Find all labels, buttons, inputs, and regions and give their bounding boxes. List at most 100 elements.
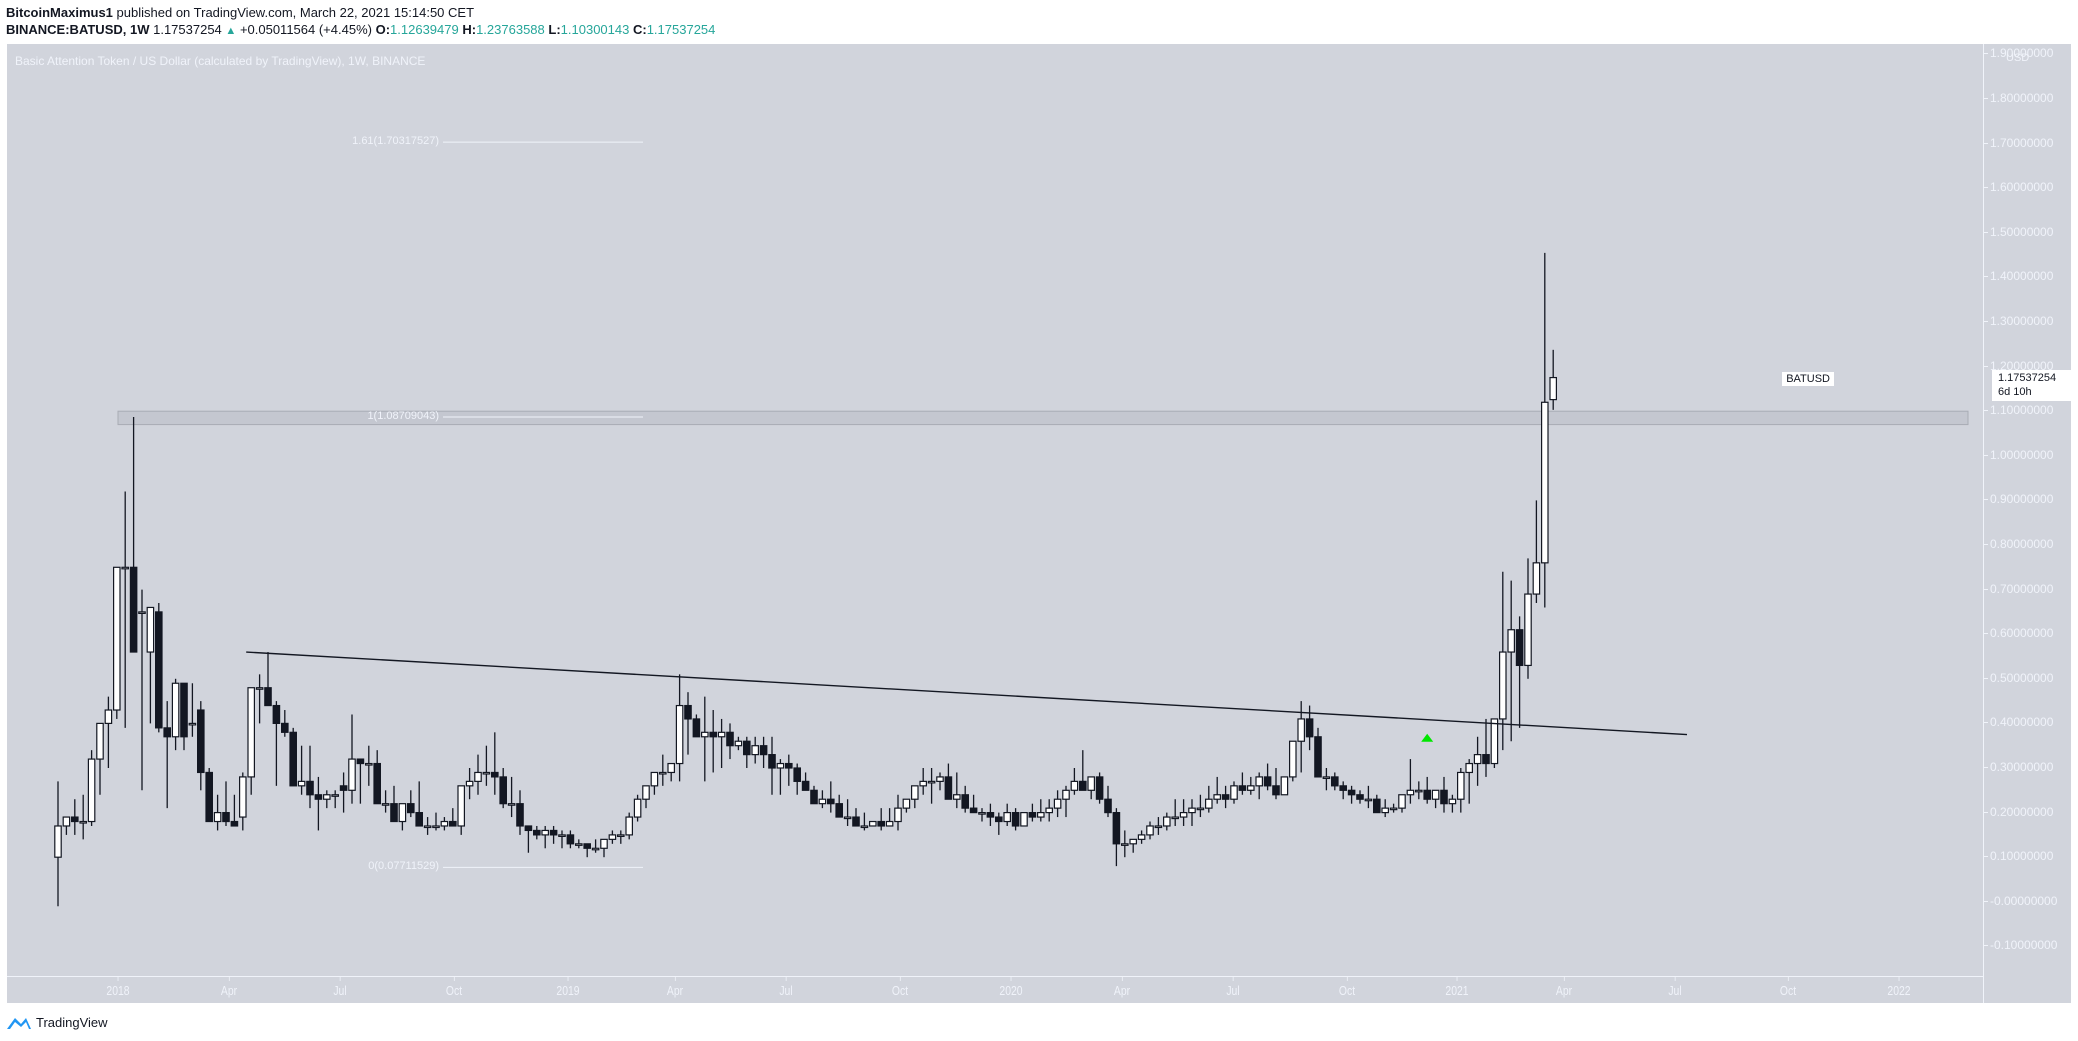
candle-down (272, 704, 281, 724)
candle-down (826, 798, 835, 805)
candle-up (1162, 816, 1171, 827)
candle-up (432, 825, 440, 829)
candle-down (1221, 794, 1230, 800)
candle-down (549, 829, 558, 836)
author-name[interactable]: BitcoinMaximus1 (6, 5, 113, 20)
change-value: +0.05011564 (+4.45%) (239, 22, 372, 37)
candle-down (222, 811, 230, 823)
bar-countdown: 6d 10h (1998, 385, 2032, 398)
time-tick: Oct (445, 977, 463, 998)
candle-up (507, 803, 516, 806)
candle-down (726, 731, 734, 747)
candle-up (1036, 811, 1045, 818)
candle-up (600, 838, 608, 849)
candle-up (297, 780, 306, 787)
candle-up (1297, 718, 1306, 742)
candle-down (1356, 794, 1364, 800)
candle-up (776, 762, 785, 769)
candle-down (1305, 718, 1314, 738)
candle-up (936, 776, 944, 782)
price-tick: 0.70000000 (1983, 581, 2054, 596)
candle-up (87, 758, 96, 823)
candle-down (1095, 776, 1104, 800)
candle-up (1179, 811, 1188, 818)
candle-up (558, 834, 566, 838)
candle-up (642, 785, 650, 800)
candle-up (239, 776, 247, 818)
candle-down (163, 727, 172, 738)
resistance-zone (117, 410, 1969, 426)
fib-label: 0(0.07711529) (368, 860, 439, 873)
candle-down (129, 566, 138, 653)
last-price-symbol: BATUSD (1782, 371, 1834, 386)
candle-up (1549, 376, 1558, 401)
time-tick: Apr (220, 977, 238, 998)
time-tick: Apr (1113, 977, 1131, 998)
price-tick: 1.10000000 (1983, 403, 2054, 418)
time-tick: 2020 (999, 977, 1023, 998)
candlestick-chart[interactable] (7, 44, 1983, 976)
candle-up (952, 794, 961, 800)
price-tick: 0.10000000 (1983, 849, 2054, 864)
time-tick: 2019 (556, 977, 580, 998)
price-tick: 1.90000000 (1983, 46, 2054, 61)
candle-up (423, 825, 432, 829)
candle-down (1263, 776, 1272, 787)
close-value: 1.17537254 (646, 22, 716, 37)
price-axis[interactable]: 1.90000000 1.80000000 1.70000000 1.60000000… (1983, 44, 2072, 1003)
candle-down (944, 776, 953, 800)
candle-up (247, 687, 256, 778)
plot-area[interactable]: Basic Attention Token / US Dollar (calcu… (7, 44, 1983, 976)
candle-down (810, 789, 818, 805)
candle-up (1062, 789, 1070, 800)
candle-up (104, 709, 113, 725)
candle-down (532, 829, 541, 836)
candle-up (700, 731, 709, 738)
candle-up (860, 825, 869, 829)
candle-up (1246, 785, 1255, 791)
candle-up (255, 687, 264, 690)
candle-up (1473, 754, 1482, 765)
candle-down (994, 816, 1003, 823)
candle-down (1339, 785, 1348, 791)
candle-up (440, 820, 449, 827)
candle-up (54, 825, 62, 858)
candle-up (112, 566, 121, 711)
candle-up (919, 780, 928, 787)
candle-up (1431, 789, 1440, 800)
candle-down (583, 843, 592, 849)
candle-up (1020, 811, 1028, 827)
candle-up (62, 816, 71, 827)
time-tick: 2018 (106, 977, 130, 998)
candle-down (1482, 754, 1490, 765)
candle-up (1389, 807, 1398, 811)
time-axis[interactable]: 2018 Apr Jul Oct 2019 Apr Jul Oct 2020 Apr Jul Oct 2… (7, 976, 1983, 1004)
currency-label: USD (2006, 52, 2030, 64)
candle-up (1087, 776, 1096, 791)
candle-up (331, 794, 340, 797)
candle-up (927, 780, 936, 784)
candle-down (1330, 776, 1339, 787)
candle-up (608, 834, 617, 840)
candle-up (1154, 825, 1163, 829)
candle-down (1238, 785, 1247, 791)
candle-up (1171, 816, 1180, 820)
footer-brand[interactable]: TradingView (6, 1014, 108, 1030)
candle-down (230, 820, 239, 827)
candle-down (155, 611, 163, 729)
trendline (246, 651, 1688, 736)
candle-down (684, 704, 692, 720)
candle-up (398, 803, 407, 823)
candle-down (877, 820, 886, 827)
candle-up (1120, 843, 1129, 846)
time-tick: Jul (779, 977, 793, 998)
candle-up (1230, 785, 1238, 800)
price-tick: 0.30000000 (1983, 760, 2054, 774)
candle-down (516, 803, 524, 827)
price-tick: 1.70000000 (1983, 135, 2054, 150)
candle-up (1381, 807, 1390, 814)
chart-container[interactable]: Basic Attention Token / US Dollar (calcu… (7, 44, 2078, 1004)
candle-up (348, 758, 356, 791)
price-tick: -0.00000000 (1983, 893, 2058, 908)
open-value: 1.12639479 (390, 22, 459, 37)
